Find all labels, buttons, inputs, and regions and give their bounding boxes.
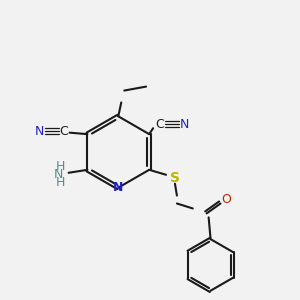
- Text: N: N: [113, 181, 124, 194]
- Text: H: H: [56, 160, 65, 173]
- Text: H: H: [56, 176, 65, 189]
- Text: C: C: [59, 125, 68, 138]
- Text: S: S: [170, 171, 180, 185]
- Text: C: C: [156, 118, 164, 131]
- Text: N: N: [35, 125, 44, 138]
- Text: N: N: [180, 118, 190, 131]
- Text: N: N: [54, 168, 63, 181]
- Text: O: O: [221, 193, 231, 206]
